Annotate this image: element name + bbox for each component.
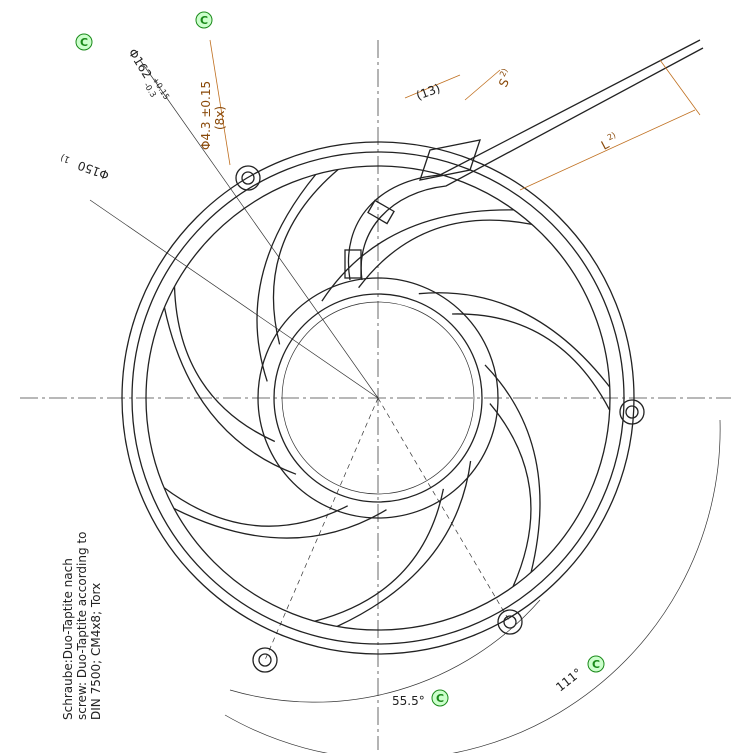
blade	[257, 169, 338, 381]
hole-dim: Φ4.3 ±0.15	[199, 81, 213, 150]
note-line: Schraube:Duo-Taptite nach	[61, 558, 75, 720]
screw-note: Schraube:Duo-Taptite nach screw: Duo-Tap…	[61, 532, 103, 720]
dim-text: 2)	[606, 130, 617, 142]
cable	[345, 40, 703, 280]
c-label: C	[436, 692, 444, 705]
blade	[322, 210, 532, 301]
dim-text: Φ162	[125, 46, 154, 81]
note-line: DIN 7500; CM4x8; Torx	[89, 583, 103, 720]
c-label: C	[80, 36, 88, 49]
blade	[164, 488, 387, 538]
drawing: Φ162 +0.15 -0.3 Φ150 1) Φ4.3 ±0.15 (8x) …	[0, 0, 731, 753]
dim-text: (13)	[414, 81, 442, 103]
outer-diameter: Φ162 +0.15 -0.3	[123, 45, 171, 106]
note-line: screw: Duo-Taptite according to	[75, 532, 89, 720]
dimension-lines	[210, 40, 720, 753]
dim-text: S	[496, 76, 512, 89]
fan-outline	[20, 40, 731, 753]
screw-boss	[236, 166, 644, 672]
blade	[315, 461, 471, 626]
blade	[164, 287, 296, 475]
blade	[419, 293, 610, 410]
inner-diameter: Φ150 1)	[58, 152, 111, 183]
c-marker: C	[588, 656, 604, 672]
angle-small: 55.5°	[392, 694, 425, 708]
c-marker: C	[76, 34, 92, 50]
s-dim: S 2)	[494, 67, 516, 89]
angle-large: 111°	[553, 666, 584, 695]
dim-text: Φ150	[76, 158, 111, 182]
angle-ray	[378, 398, 510, 622]
c-marker: C	[196, 12, 212, 28]
dim-text: 1)	[59, 152, 71, 165]
c-label: C	[200, 14, 208, 27]
c-marker: C	[432, 690, 448, 706]
c-label: C	[592, 658, 600, 671]
hole-count: (8x)	[213, 106, 227, 130]
dim-text: 2)	[498, 67, 510, 78]
l-dim: L 2)	[598, 130, 621, 152]
